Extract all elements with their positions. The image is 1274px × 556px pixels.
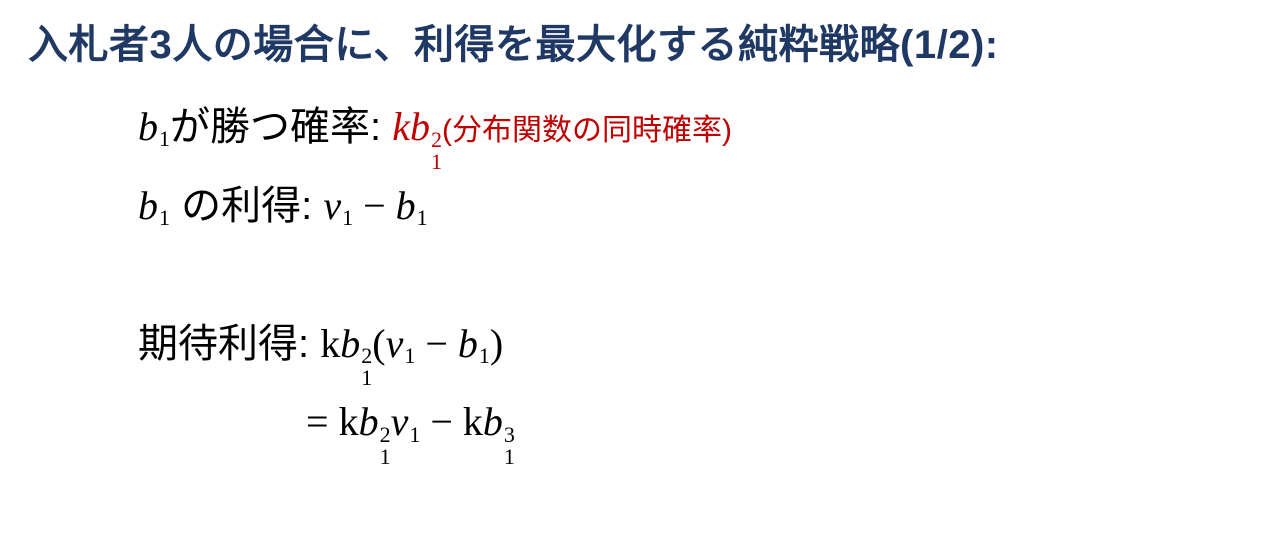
b-var-3: b bbox=[359, 399, 379, 444]
b1-var-3: b bbox=[396, 183, 416, 228]
b-supsub-2: 21 bbox=[360, 345, 372, 389]
v1-sub: 1 bbox=[341, 205, 353, 230]
win-prob-expr: kb21(分布関数の同時確率) bbox=[392, 104, 732, 149]
slide-title: 入札者3人の場合に、利得を最大化する純粋戦略(1/2): bbox=[28, 12, 1274, 70]
slide: 入札者3人の場合に、利得を最大化する純粋戦略(1/2): b1が勝つ確率: kb… bbox=[0, 0, 1274, 556]
minus-3: − bbox=[420, 399, 463, 444]
b1-var-4: b bbox=[458, 321, 478, 366]
b-supsub: 21 bbox=[430, 129, 442, 173]
line-payoff: b1 の利得: v1 − b1 bbox=[138, 173, 1274, 251]
b1-sub-4: 1 bbox=[478, 343, 490, 368]
equals: = bbox=[306, 399, 339, 444]
paragraph-gap bbox=[138, 251, 1274, 311]
b-supsub-3: 21 bbox=[379, 424, 391, 468]
line-expected-1: 期待利得: kb21(v1 − b1) bbox=[138, 311, 1274, 390]
b1-var: b bbox=[138, 104, 158, 149]
v1-sub-2: 1 bbox=[403, 343, 415, 368]
b-var-2: b bbox=[340, 321, 360, 366]
win-prob-annotation: (分布関数の同時確率) bbox=[442, 114, 732, 147]
win-prob-label: が勝つ確率: bbox=[170, 105, 392, 149]
minus-2: − bbox=[415, 321, 458, 366]
expected-label: 期待利得: bbox=[138, 322, 320, 366]
b-var: b bbox=[410, 104, 430, 149]
b-var-4: b bbox=[483, 399, 503, 444]
lpar: ( bbox=[372, 321, 385, 366]
line-win-prob: b1が勝つ確率: kb21(分布関数の同時確率) bbox=[138, 94, 1274, 173]
v1-var-2: v bbox=[386, 321, 404, 366]
k-rm-2: k bbox=[339, 399, 359, 444]
b1-sub-2: 1 bbox=[158, 205, 170, 230]
payoff-label: の利得: bbox=[170, 184, 323, 228]
rpar: ) bbox=[490, 321, 503, 366]
b-supsub-4: 31 bbox=[503, 424, 515, 468]
k-var: k bbox=[392, 104, 410, 149]
v1-var: v bbox=[323, 183, 341, 228]
b1-var-2: b bbox=[138, 183, 158, 228]
line-expected-2: = kb21v1 − kb31 bbox=[138, 389, 1274, 468]
b1-sub: 1 bbox=[158, 126, 170, 151]
k-rm-3: k bbox=[463, 399, 483, 444]
v1-var-3: v bbox=[391, 399, 409, 444]
b1-sub-3: 1 bbox=[416, 205, 428, 230]
slide-content: b1が勝つ確率: kb21(分布関数の同時確率) b1 の利得: v1 − b1… bbox=[28, 70, 1274, 468]
k-rm-1: k bbox=[320, 321, 340, 366]
minus-1: − bbox=[353, 183, 396, 228]
v1-sub-3: 1 bbox=[408, 422, 420, 447]
